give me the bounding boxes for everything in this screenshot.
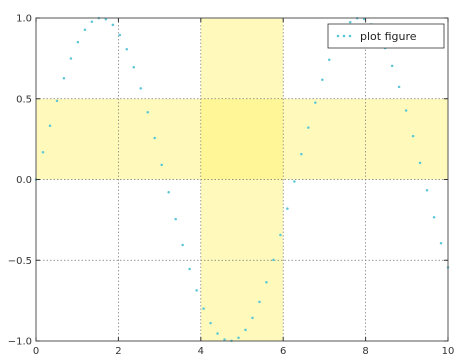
series-0-point <box>202 307 205 310</box>
series-0-point <box>90 20 94 23</box>
series-0-point <box>118 33 122 37</box>
series-0-point <box>139 87 142 90</box>
series-0-point <box>48 124 52 128</box>
series-0-point <box>321 78 324 81</box>
series-0-point <box>55 99 59 103</box>
series-0-point <box>439 241 443 245</box>
series-0-point <box>265 281 268 284</box>
series-0-point <box>328 58 331 61</box>
shaded-regions <box>36 18 448 341</box>
horizontal-span-1 <box>36 98 448 180</box>
series-0-point <box>76 40 80 44</box>
series-0-point <box>237 336 240 339</box>
series-0-point <box>286 207 289 210</box>
legend: plot figure <box>327 23 445 49</box>
legend-marker-dot <box>348 34 352 38</box>
legend-marker-dot <box>336 34 340 38</box>
x-tick-label: 0 <box>33 346 39 357</box>
series-0-point <box>125 48 129 51</box>
series-0-point <box>404 109 408 112</box>
x-tick-label: 4 <box>198 346 204 357</box>
series-0-point <box>195 289 198 292</box>
series-0-point <box>411 134 415 138</box>
series-0-point <box>188 267 191 271</box>
series-0-point <box>167 190 170 194</box>
series-0-point <box>258 300 261 304</box>
tick-marks: 0 2 4 6 8 10 −1.0 −0.5 0.0 0.5 1.0 <box>8 14 455 357</box>
series-0-point <box>153 136 156 140</box>
series-0-point <box>300 152 303 156</box>
legend-label: plot figure <box>360 30 417 43</box>
series-0-point <box>244 328 247 332</box>
series-0-point <box>132 65 136 69</box>
series-0-point <box>348 20 352 24</box>
legend-box <box>327 23 445 49</box>
series-0-point <box>104 17 108 21</box>
y-tick-label: −0.5 <box>8 256 32 267</box>
series-0-point <box>146 110 149 114</box>
series-0-point <box>62 76 66 80</box>
series-0-point <box>272 258 275 262</box>
series-0-point <box>209 321 212 325</box>
x-tick-label: 8 <box>362 346 368 357</box>
series-0-point <box>69 57 73 60</box>
series-0-point <box>41 151 45 154</box>
series-0-point <box>251 316 254 320</box>
series-0-point <box>432 216 436 219</box>
y-tick-label: 0.0 <box>16 175 32 186</box>
series-0-point <box>314 101 317 104</box>
series-0-point <box>83 28 87 32</box>
series-0-point <box>397 85 401 89</box>
series-0-point <box>293 180 296 183</box>
series-0-point <box>174 217 177 221</box>
series-0-point <box>181 243 184 247</box>
x-tick-label: 6 <box>280 346 286 357</box>
y-tick-label: −1.0 <box>8 337 32 348</box>
series-0-point <box>160 163 163 167</box>
series-0-point <box>216 332 219 335</box>
x-tick-label: 2 <box>115 346 121 357</box>
series-0-point <box>418 161 422 165</box>
x-tick-label: 10 <box>442 346 455 357</box>
y-tick-label: 1.0 <box>16 14 32 25</box>
series-0-point <box>111 23 115 27</box>
series-0-point <box>279 233 282 237</box>
y-tick-label: 0.5 <box>16 94 32 105</box>
legend-marker-dot <box>342 34 346 38</box>
series-0-point <box>390 64 394 68</box>
series-0-point <box>223 338 226 341</box>
series-0-point <box>425 189 429 192</box>
series-0-point <box>307 126 310 129</box>
